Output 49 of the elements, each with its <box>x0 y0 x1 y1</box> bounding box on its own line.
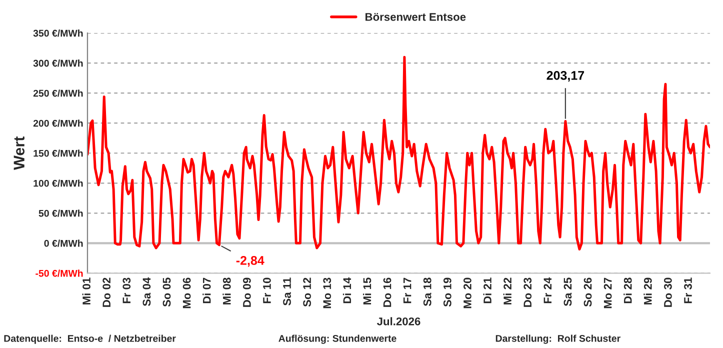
y-axis-title: Wert <box>14 136 24 170</box>
y-tick-label: 150 €/MWh <box>34 150 83 157</box>
y-tick-label: 50 €/MWh <box>38 210 83 217</box>
x-tick-label: Mi 15 <box>362 278 372 304</box>
text: Darstellung: Rolf Schuster <box>496 334 620 344</box>
x-tick-label: Do 02 <box>102 278 111 307</box>
x-tick-label: Fr 17 <box>403 278 412 304</box>
x-tick-label: Do 23 <box>524 278 532 307</box>
x-tick-label: Do 30 <box>664 278 672 307</box>
x-tick-label: Di 07 <box>202 278 211 304</box>
x-tick-label: Di 14 <box>342 277 351 304</box>
x-tick-label: Fr 24 <box>544 277 552 304</box>
x-tick-label: Do 16 <box>383 278 392 307</box>
x-tick-label: Mi 29 <box>644 278 652 304</box>
y-tick-label: 200 €/MWh <box>33 120 83 127</box>
x-tick-label: Fr 31 <box>684 278 692 304</box>
x-tick-label: Sa 25 <box>564 278 572 306</box>
x-tick-label: Sa 04 <box>142 277 151 306</box>
x-tick-label: So 05 <box>162 278 171 307</box>
annotation: 203,17 <box>546 70 584 82</box>
x-tick-label: Mi 01 <box>82 278 90 304</box>
x-axis-title: Jul.2026 <box>376 317 420 326</box>
y-tick-label: 350 €/MWh <box>33 30 83 37</box>
y-tick-label: 300 €/MWh <box>33 60 83 67</box>
x-tick-label: Di 21 <box>483 278 492 304</box>
annotation: -2,84 <box>236 256 264 267</box>
legend-label: Börsenwert Entsoe <box>366 13 466 21</box>
x-tick-label: So 19 <box>443 278 452 307</box>
x-tick-label: Di 28 <box>624 278 632 304</box>
x-tick-label: Mi 08 <box>222 278 231 304</box>
x-tick-label: Mi 22 <box>503 278 512 304</box>
x-tick-label: Mo 13 <box>323 278 332 308</box>
x-tick-label: Sa 11 <box>283 278 291 306</box>
x-tick-label: So 12 <box>303 278 311 307</box>
x-tick-label: Sa 18 <box>423 278 432 306</box>
y-tick-label: 0 €/MWh <box>44 240 83 247</box>
x-tick-label: Mo 20 <box>464 278 472 308</box>
y-tick-label: 100 €/MWh <box>34 180 83 187</box>
line-series <box>87 56 710 250</box>
text: Auflösung: Stundenwerte <box>278 334 396 344</box>
y-tick-label: 250 €/MWh <box>33 90 83 97</box>
x-tick-label: Fr 03 <box>122 278 131 304</box>
x-tick-label: Mo 27 <box>604 278 612 308</box>
x-tick-label: Do 09 <box>242 278 251 307</box>
x-tick-label: Mo 06 <box>182 278 191 308</box>
y-tick-label: -50 €/MWh <box>36 270 83 277</box>
text: Datenquelle: Entso-e / Netzbetreiber <box>4 334 176 344</box>
x-tick-label: Fr 10 <box>263 278 271 304</box>
x-tick-label: So 26 <box>584 278 592 307</box>
